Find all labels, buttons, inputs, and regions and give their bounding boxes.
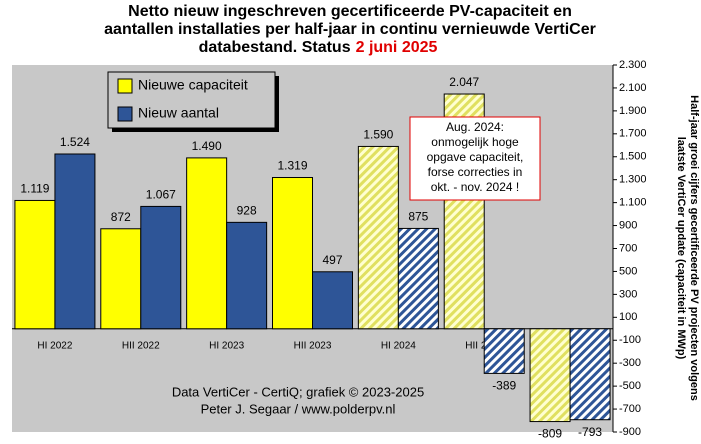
credit-line: Peter J. Segaar / www.polderpv.nl xyxy=(201,401,396,416)
y-tick-label: -500 xyxy=(619,380,641,392)
annotation-line: onmogelijk hoge xyxy=(431,135,519,149)
bar xyxy=(483,328,525,374)
y-tick-label: 1.100 xyxy=(619,197,647,209)
y-tick-label: -700 xyxy=(619,403,641,415)
y-axis-title: Half-jaar groei cijfers gecertificeerde … xyxy=(675,95,700,401)
y-tick-label: 1.900 xyxy=(619,105,647,117)
title-line: Netto nieuw ingeschreven gecertificeerde… xyxy=(128,3,572,20)
credit-line: Data VertiCer - CertiQ; grafiek © 2023-2… xyxy=(172,384,424,399)
x-tick-label: HI 2022 xyxy=(37,340,72,351)
y-tick-label: 2.300 xyxy=(619,59,647,71)
bar xyxy=(54,153,96,330)
data-label: 1.590 xyxy=(363,128,393,142)
bar xyxy=(140,205,182,330)
bar xyxy=(357,145,399,330)
y-axis-title-line: laatste VertiCer update (capaciteit in M… xyxy=(675,137,687,360)
data-label: 875 xyxy=(408,210,428,224)
bar xyxy=(272,177,313,330)
legend xyxy=(107,71,276,129)
x-tick-label: HI 2023 xyxy=(209,340,244,351)
bar xyxy=(569,328,611,421)
y-axis-title-line: Half-jaar groei cijfers gecertificeerde … xyxy=(688,95,700,401)
y-tick-label: 900 xyxy=(619,219,637,231)
x-tick-label: HII 2022 xyxy=(122,340,160,351)
data-label: 497 xyxy=(322,253,342,267)
annotation-line: opgave capaciteit, xyxy=(427,150,524,164)
bar xyxy=(226,221,268,330)
bar xyxy=(397,227,439,330)
data-label: -809 xyxy=(538,427,562,441)
bar xyxy=(186,157,228,330)
annotation-line: Aug. 2024: xyxy=(446,120,504,134)
legend-swatch xyxy=(117,78,133,94)
title-line: aantallen installaties per half-jaar in … xyxy=(104,21,596,38)
bar xyxy=(100,228,142,330)
x-tick-label: HII 2023 xyxy=(294,340,332,351)
data-label: 1.119 xyxy=(20,182,49,196)
annotation-line: forse correcties in xyxy=(428,165,523,179)
data-label: 2.047 xyxy=(449,75,479,89)
data-label: 1.319 xyxy=(277,159,307,173)
y-tick-label: -900 xyxy=(619,426,641,438)
y-tick-label: 700 xyxy=(619,242,637,254)
title-line: databestand. Status xyxy=(199,39,351,56)
annotation-line: okt. - nov. 2024 ! xyxy=(431,180,520,194)
data-label: 1.524 xyxy=(60,135,90,149)
data-label: 1.490 xyxy=(192,139,222,153)
data-label: -793 xyxy=(578,425,602,439)
data-label: 928 xyxy=(237,204,257,218)
y-tick-label: 300 xyxy=(619,288,637,300)
y-tick-label: 500 xyxy=(619,265,637,277)
title-date: 2 juni 2025 xyxy=(356,39,438,56)
chart-title: Netto nieuw ingeschreven gecertificeerde… xyxy=(104,3,596,56)
bar xyxy=(312,271,353,330)
bar xyxy=(14,199,56,330)
data-label: -389 xyxy=(492,379,516,393)
y-tick-label: -300 xyxy=(619,357,641,369)
y-tick-label: 100 xyxy=(619,311,637,323)
legend-label: Nieuw aantal xyxy=(138,105,219,121)
y-tick-label: -100 xyxy=(619,334,641,346)
bar xyxy=(529,328,571,423)
y-tick-label: 1.500 xyxy=(619,151,647,163)
y-tick-label: 2.100 xyxy=(619,82,647,94)
x-tick-label: HI 2024 xyxy=(381,340,416,351)
y-tick-label: 1.300 xyxy=(619,174,647,186)
y-tick-label: 1.700 xyxy=(619,128,647,140)
data-label: 1.067 xyxy=(146,188,176,202)
annotation-box xyxy=(409,116,541,201)
data-label: 872 xyxy=(111,210,131,224)
legend-swatch xyxy=(117,106,133,122)
legend-label: Nieuwe capaciteit xyxy=(138,77,248,93)
